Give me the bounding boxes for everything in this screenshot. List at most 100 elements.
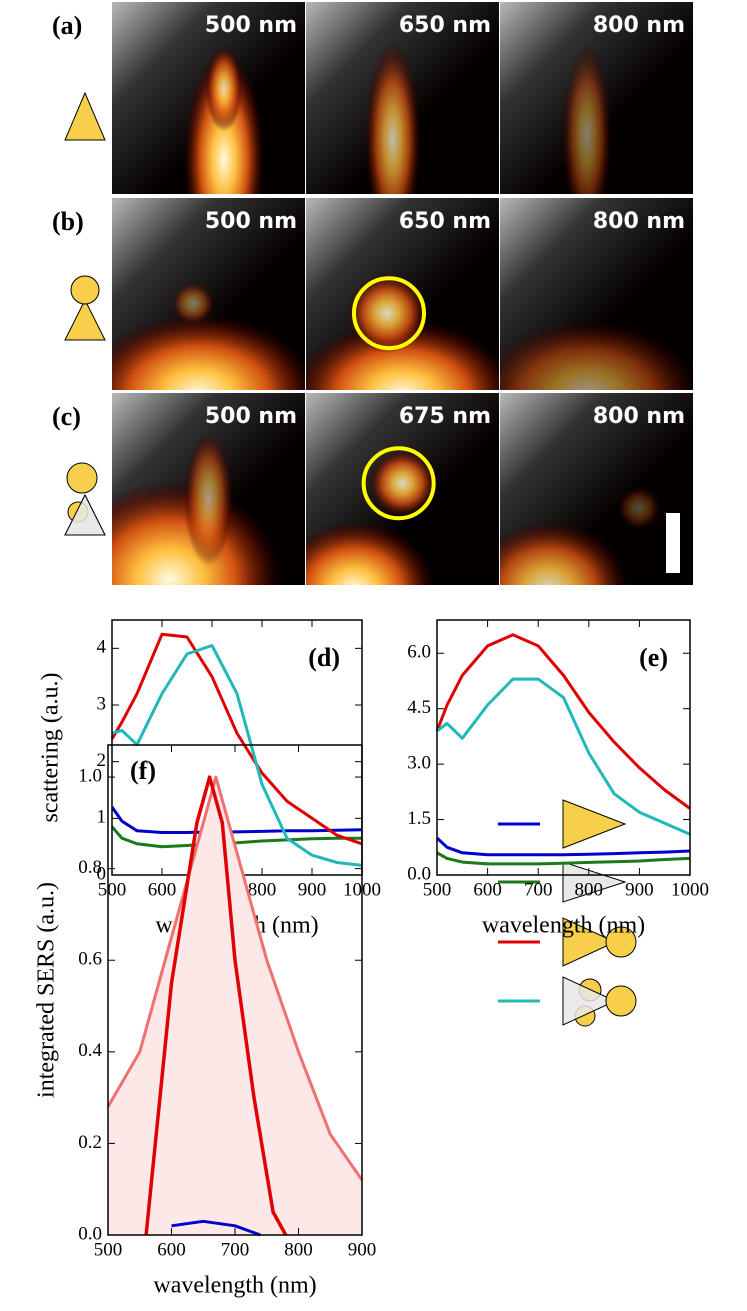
y-tick-label: 4.5 <box>407 697 431 718</box>
image-panel: 500 nm <box>112 198 305 390</box>
panel-label: (c) <box>52 402 81 431</box>
panel-label: (f) <box>130 756 156 785</box>
hotspot <box>500 320 693 390</box>
wavelength-label: 650 nm <box>399 209 491 234</box>
x-tick-label: 800 <box>248 879 277 900</box>
hotspots <box>306 273 499 390</box>
wavelength-label: 800 nm <box>593 209 685 234</box>
plot-frame <box>436 619 691 876</box>
series-line <box>436 851 691 866</box>
hotspot <box>617 486 661 530</box>
hotspot <box>500 521 629 585</box>
y-tick-label: 0.2 <box>78 1132 102 1153</box>
series-line <box>435 836 691 857</box>
hotspots <box>112 431 282 585</box>
panel-label: (e) <box>639 643 668 672</box>
image-panel: 650 nm <box>306 198 499 390</box>
hotspot <box>365 41 421 194</box>
y-tick-label: 3 <box>97 693 107 714</box>
x-tick-label: 700 <box>524 879 553 900</box>
area <box>108 777 362 1235</box>
scale-bar <box>666 513 680 573</box>
y-tick-label: 1.5 <box>407 808 431 829</box>
x-tick-label: 600 <box>473 879 502 900</box>
x-tick-label: 600 <box>148 879 177 900</box>
image-panel: 500 nm <box>112 2 305 194</box>
hotspots <box>365 41 421 194</box>
x-tick-label: 900 <box>298 879 327 900</box>
hotspots <box>500 486 661 585</box>
y-tick-label: 4 <box>97 637 107 658</box>
series-line <box>110 806 363 834</box>
hotspot <box>183 431 234 567</box>
x-tick-label: 500 <box>98 879 127 900</box>
image-panel: 800 nm <box>500 198 693 390</box>
legend <box>498 799 637 1027</box>
icons <box>64 91 106 536</box>
hotspot <box>171 282 215 326</box>
hotspot <box>346 273 428 354</box>
hotspot <box>562 44 612 194</box>
wavelength-label: 650 nm <box>399 13 491 38</box>
x-tick-label: 600 <box>157 1239 186 1260</box>
panel-label: (d) <box>308 643 340 672</box>
image-panel: 500 nm <box>112 393 305 585</box>
y-tick-label: 0.8 <box>78 857 102 878</box>
series-line <box>435 633 691 810</box>
x-tick-label: 900 <box>348 1239 377 1260</box>
panel-label: (b) <box>52 207 84 236</box>
x-tick-label: 500 <box>94 1239 123 1260</box>
wavelength-label: 675 nm <box>399 404 491 429</box>
hotspots <box>500 320 693 390</box>
series-line <box>171 1219 261 1237</box>
image-panels: (a) 500 nm 650 nm 800 nm (b) 500 nm 650 nm 800 … <box>52 2 693 585</box>
panel-label: (a) <box>52 11 82 40</box>
x-tick-label: 1000 <box>671 879 709 900</box>
x-axis-label: wavelength (nm) <box>153 1273 316 1299</box>
y-axis-label: integrated SERS (a.u.) <box>34 882 60 1098</box>
wavelength-label: 500 nm <box>205 209 297 234</box>
y-tick-label: 0.4 <box>78 1040 102 1061</box>
y-tick-label: 0 <box>97 863 107 884</box>
hotspots <box>306 449 437 585</box>
wavelength-label: 500 nm <box>205 13 297 38</box>
hotspot <box>205 45 243 132</box>
wavelength-label: 800 nm <box>593 13 685 38</box>
x-axis-label: wavelength (nm) <box>482 913 645 939</box>
y-tick-label: 0.0 <box>407 863 431 884</box>
y-tick-label: 0.0 <box>78 1223 102 1244</box>
hotspot <box>306 521 435 585</box>
y-tick-label: 2 <box>97 750 107 771</box>
y-tick-label: 1 <box>97 807 107 828</box>
x-tick-label: 800 <box>284 1239 313 1260</box>
x-tick-label: 800 <box>575 879 604 900</box>
image-panel: 650 nm <box>306 2 499 194</box>
series-line <box>110 632 363 846</box>
series-line <box>111 644 363 867</box>
hotspots <box>112 282 305 390</box>
wavelength-label: 800 nm <box>593 404 685 429</box>
hotspot <box>368 449 437 518</box>
x-tick-label: 900 <box>625 879 654 900</box>
y-tick-label: 3.0 <box>407 752 431 773</box>
x-tick-label: 700 <box>221 1239 250 1260</box>
hotspot <box>306 320 499 390</box>
highlight-circle <box>361 446 436 521</box>
image-panel: 675 nm <box>306 393 499 585</box>
series-line <box>436 677 691 836</box>
wavelength-label: 500 nm <box>205 404 297 429</box>
series-line <box>144 775 288 1236</box>
y-axis-label: scattering (a.u.) <box>38 673 64 823</box>
hotspots <box>562 44 612 194</box>
image-panel: 800 nm <box>500 393 693 585</box>
highlight-circle <box>351 276 426 351</box>
y-tick-label: 6.0 <box>407 642 431 663</box>
hotspot <box>112 313 305 390</box>
y-tick-label: 0.6 <box>78 949 102 970</box>
x-tick-label: 500 <box>423 879 452 900</box>
hotspots <box>183 45 265 194</box>
series-line <box>106 775 364 1181</box>
image-panel: 800 nm <box>500 2 693 194</box>
y-tick-label: 1.0 <box>78 765 102 786</box>
